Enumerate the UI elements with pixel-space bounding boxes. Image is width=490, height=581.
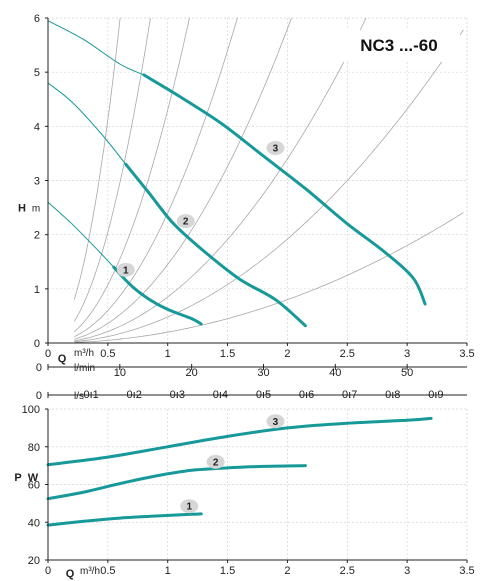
curve-number-label: 3 [273, 417, 279, 428]
model-title: NC3 ...-60 [360, 36, 437, 55]
y-tick-label: 0 [34, 338, 40, 350]
y-axis-title: H [18, 203, 26, 215]
curve-number-badge [266, 414, 285, 429]
head-chart-panel: 1 2 3 NC3 ...-60 0 1 2 3 4 5 6 H m 0 0.5 1 1.5 2 2.5 3 3.5 Q m… [18, 13, 475, 402]
curve-number-label: 1 [186, 502, 192, 513]
y-tick-label: 40 [28, 517, 40, 529]
y-tick-label: 4 [34, 121, 40, 133]
y-tick-label: 5 [34, 67, 40, 79]
x-axis-title: Q [66, 568, 75, 580]
y-tick-label: 20 [28, 555, 40, 567]
x-tick-label: 1 [165, 348, 171, 360]
secondary-axis-tick-label: 0.1 [83, 389, 98, 401]
secondary-axis-tick-label: 0.3 [170, 389, 185, 401]
y-tick-label: 2 [34, 230, 40, 242]
secondary-axis-tick-label: 0.6 [299, 389, 314, 401]
secondary-axis-tick-label: 0.4 [213, 389, 228, 401]
x-tick-label: 2 [284, 565, 290, 577]
pump-curve-1-extension [48, 201, 115, 268]
pump-curve-3 [142, 73, 427, 306]
curve-number-badge [206, 454, 225, 469]
secondary-axis-zero-label: 0 [36, 390, 42, 402]
secondary-axis-tick-label: 20 [186, 367, 198, 379]
x-tick-label: 0 [45, 348, 51, 360]
y-tick-label: 1 [34, 284, 40, 296]
pump-curve-3-extension [48, 20, 145, 76]
x-tick-label: 2 [284, 348, 290, 360]
curve-number-badge [176, 214, 195, 229]
secondary-axis-tick-label: 0.5 [256, 389, 271, 401]
x-axis-title: Q [58, 353, 67, 365]
secondary-axis-tick-label: 0.8 [385, 389, 400, 401]
power-curve-1 [46, 512, 203, 527]
secondary-axis-zero-label: 0 [36, 362, 42, 374]
secondary-axis-tick-label: 10 [114, 367, 126, 379]
y-tick-label: 6 [34, 13, 40, 25]
system-curve [74, 18, 292, 340]
secondary-axis-unit: l/s [74, 391, 84, 402]
x-tick-label: 0.5 [100, 348, 115, 360]
x-tick-label: 2.5 [340, 348, 355, 360]
system-curve [74, 18, 367, 342]
system-curve [74, 18, 238, 338]
y-axis-unit: m [32, 204, 40, 215]
secondary-axis-unit: l/min [74, 363, 95, 374]
x-tick-label: 3.5 [459, 348, 474, 360]
power-chart-panel: 1 2 3 20 40 60 80 100 P W 0 0.5 1 1.5 2 2.5 3 3.5 Q m³/h [14, 404, 474, 580]
x-tick-label: 0.5 [100, 565, 115, 577]
x-tick-label: 2.5 [340, 565, 355, 577]
secondary-axis-lmin: 0 l/min 10 20 30 40 50 [36, 362, 467, 379]
x-tick-label: 1.5 [220, 565, 235, 577]
system-curve [74, 212, 464, 343]
secondary-axis-ls: 0 l/s 0.1 0.2 0.3 0.4 0.5 0.6 0.7 0.8 0.9 [36, 389, 467, 402]
x-tick-label: 3 [404, 565, 410, 577]
x-tick-label: 1.5 [220, 348, 235, 360]
y-tick-label: 3 [34, 176, 40, 188]
system-curve [73, 18, 121, 300]
secondary-axis-tick-label: 0.7 [342, 389, 357, 401]
y-axis-unit: W [28, 472, 39, 484]
y-tick-label: 60 [28, 480, 40, 492]
pump-curve-2 [124, 162, 307, 328]
x-axis-unit: m³/h [74, 348, 94, 359]
head-plot-area [48, 18, 464, 343]
system-curve [74, 29, 464, 343]
y-axis-title: P [14, 472, 21, 484]
curve-number-label: 3 [273, 144, 279, 155]
power-curve-3 [46, 416, 433, 467]
secondary-axis-tick-label: 40 [329, 367, 341, 379]
x-tick-label: 3 [404, 348, 410, 360]
curve-number-label: 2 [213, 457, 219, 468]
x-tick-label: 0 [45, 565, 51, 577]
x-axis-unit: m³/h [80, 566, 100, 577]
system-curve [74, 18, 190, 332]
x-tick-label: 1 [165, 565, 171, 577]
curve-number-badge [180, 499, 199, 514]
pump-curve-2-extension [48, 82, 127, 165]
curve-number-label: 2 [183, 217, 189, 228]
secondary-axis-tick-label: 0.9 [428, 389, 443, 401]
secondary-axis-tick-label: 30 [257, 367, 269, 379]
system-curve [73, 18, 151, 322]
y-tick-label: 100 [22, 404, 40, 416]
model-title-box [338, 30, 460, 62]
curve-number-badge [266, 141, 285, 155]
secondary-axis-tick-label: 0.2 [127, 389, 142, 401]
y-tick-label: 80 [28, 442, 40, 454]
power-curve-2 [46, 464, 307, 501]
x-tick-label: 3.5 [459, 565, 474, 577]
pump-curve-1 [112, 265, 203, 326]
curve-number-label: 1 [123, 265, 129, 276]
secondary-axis-tick-label: 50 [401, 367, 413, 379]
curve-number-badge [116, 262, 135, 277]
